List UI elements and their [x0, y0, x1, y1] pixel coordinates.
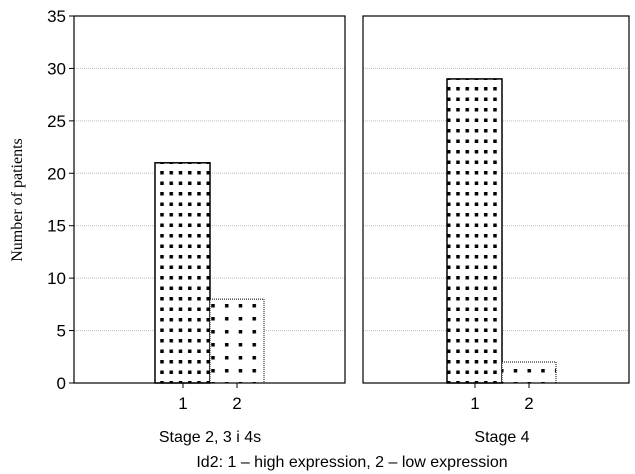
y-tick-label-20: 20 [47, 164, 66, 183]
x-tick-label-panel-1-cat-1: 1 [178, 394, 187, 413]
y-tick-label-5: 5 [57, 322, 66, 341]
panel-frame-1 [73, 15, 346, 384]
bar-panel-2-cat-2 [501, 361, 557, 384]
panel-frames [73, 15, 630, 384]
x-axis-caption: Id2: 1 – high expression, 2 – low expres… [196, 454, 507, 471]
bar-panel-1-cat-2 [209, 298, 265, 384]
y-tick-label-0: 0 [57, 374, 66, 393]
y-tick-label-25: 25 [47, 112, 66, 131]
y-axis-title: Number of patients [9, 138, 26, 262]
bar-panel-1-cat-1 [154, 162, 211, 384]
panel-frame-2 [362, 15, 630, 384]
y-tick-label-35: 35 [47, 7, 66, 26]
bars [154, 78, 557, 384]
y-axis: 0 5 10 15 20 25 30 35 [47, 7, 74, 393]
panel-title-stage-4: Stage 4 [474, 429, 529, 446]
y-tick-label-10: 10 [47, 269, 66, 288]
panel-title-stage-2-3-4s: Stage 2, 3 i 4s [159, 429, 261, 446]
y-tick-label-30: 30 [47, 59, 66, 78]
x-axis-ticks: 1 2 1 2 [178, 383, 534, 413]
x-tick-label-panel-1-cat-2: 2 [232, 394, 241, 413]
y-tick-label-15: 15 [47, 217, 66, 236]
bar-panel-2-cat-1 [446, 78, 503, 384]
x-tick-label-panel-2-cat-2: 2 [524, 394, 533, 413]
x-tick-label-panel-2-cat-1: 1 [470, 394, 479, 413]
